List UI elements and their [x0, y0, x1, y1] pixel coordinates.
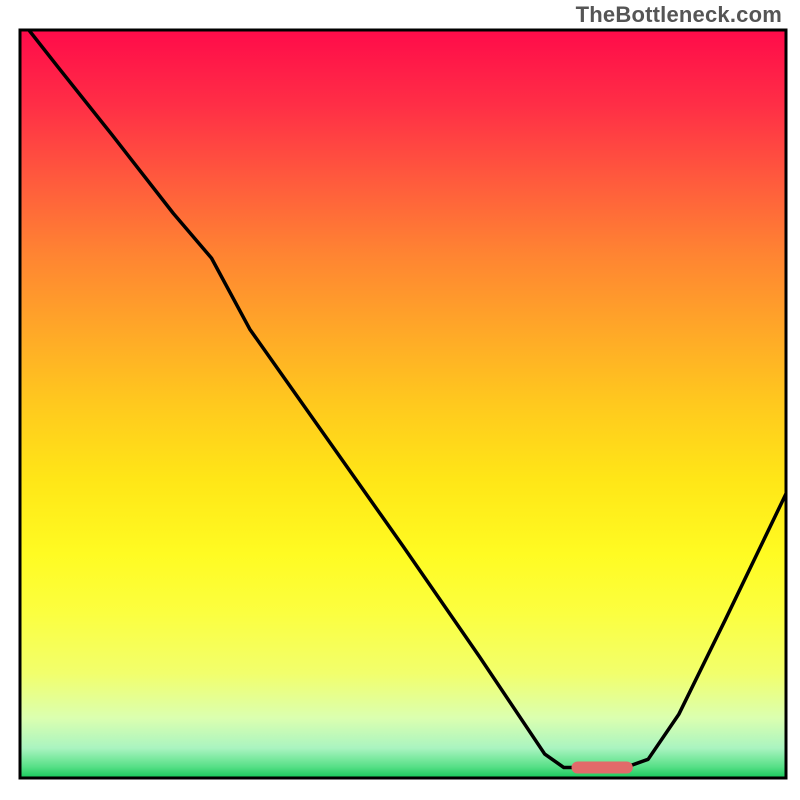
chart-container: { "watermark": { "text": "TheBottleneck.…	[0, 0, 800, 800]
plot-background	[20, 30, 786, 778]
optimal-marker	[572, 762, 633, 774]
gradient-chart	[0, 0, 800, 800]
